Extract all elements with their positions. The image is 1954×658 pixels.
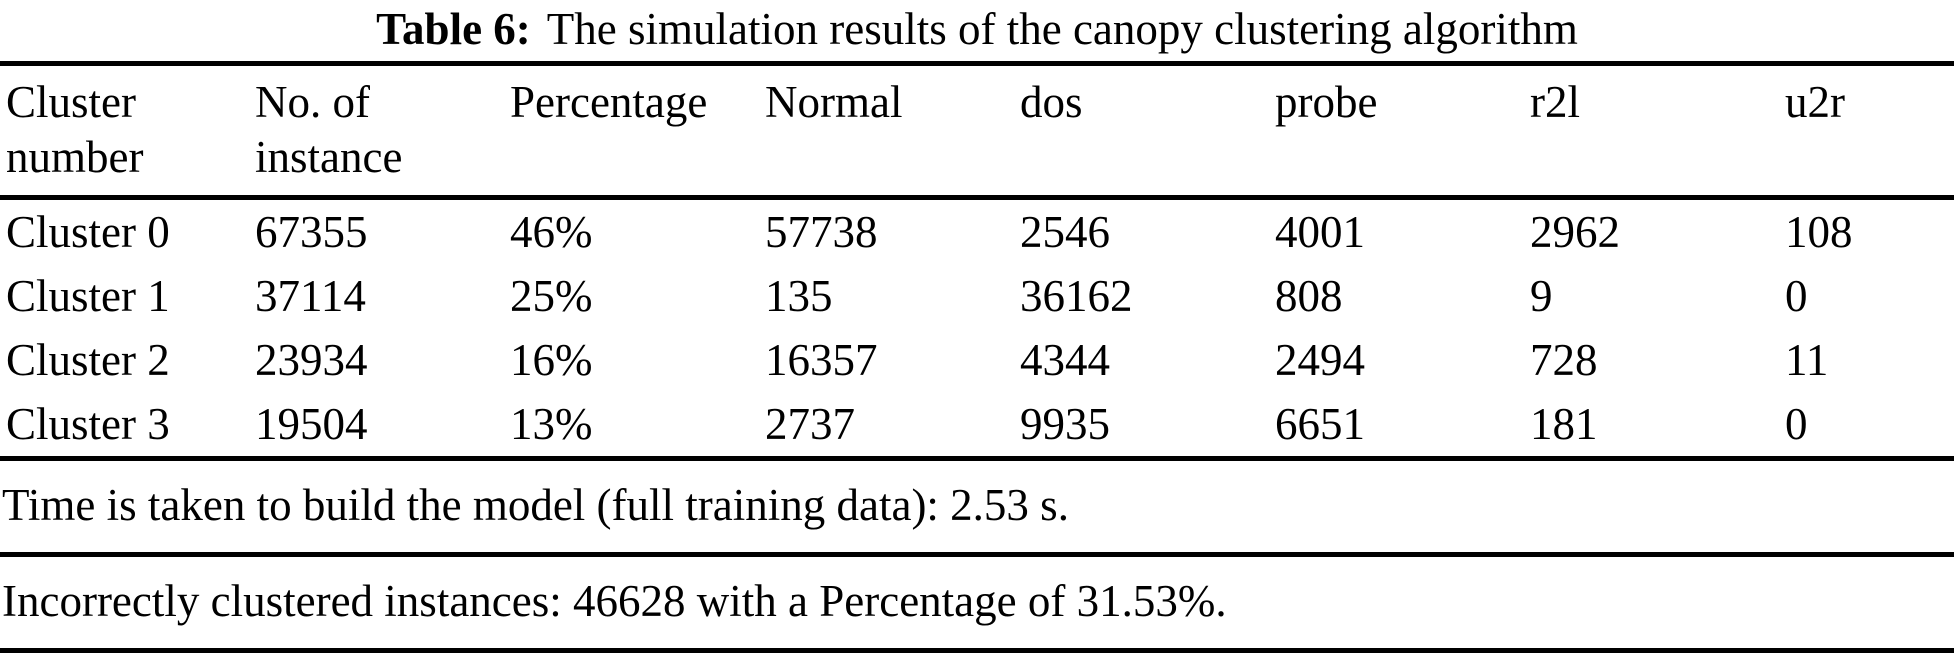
- column-header-probe: probe: [1275, 77, 1378, 127]
- note-build-time: Time is taken to build the model (full t…: [0, 461, 1954, 557]
- cell-probe: 808: [1275, 271, 1343, 321]
- cell-u2r: 0: [1785, 271, 1808, 321]
- table-row-cluster-0: Cluster 0 67355 46% 57738 2546 4001 2962…: [0, 198, 1954, 265]
- column-header-u2r: u2r: [1785, 77, 1845, 127]
- cell-instances: 37114: [255, 271, 366, 321]
- cell-probe: 2494: [1275, 335, 1365, 385]
- cell-percentage: 13%: [510, 399, 593, 449]
- cell-normal: 135: [765, 271, 833, 321]
- cell-normal: 2737: [765, 399, 855, 449]
- cell-dos: 9935: [1020, 399, 1110, 449]
- cell-probe: 6651: [1275, 399, 1365, 449]
- cell-r2l: 2962: [1530, 207, 1620, 257]
- cell-percentage: 46%: [510, 207, 593, 257]
- cell-u2r: 11: [1785, 335, 1829, 385]
- column-header-r2l: r2l: [1530, 77, 1580, 127]
- table-row-cluster-3: Cluster 3 19504 13% 2737 9935 6651 181 0: [0, 392, 1954, 459]
- cell-dos: 36162: [1020, 271, 1133, 321]
- cell-cluster-name: Cluster 2: [6, 335, 170, 385]
- cell-instances: 67355: [255, 207, 368, 257]
- cell-instances: 23934: [255, 335, 368, 385]
- cell-normal: 16357: [765, 335, 878, 385]
- column-header-percentage: Percentage: [510, 77, 708, 127]
- cell-u2r: 108: [1785, 207, 1853, 257]
- table-row-cluster-2: Cluster 2 23934 16% 16357 4344 2494 728 …: [0, 328, 1954, 392]
- table-caption-text: The simulation results of the canopy clu…: [546, 4, 1578, 54]
- column-header-no-of-instance: No. of instance: [255, 77, 403, 182]
- cell-r2l: 728: [1530, 335, 1598, 385]
- cell-normal: 57738: [765, 207, 878, 257]
- cell-probe: 4001: [1275, 207, 1365, 257]
- cell-dos: 2546: [1020, 207, 1110, 257]
- cell-dos: 4344: [1020, 335, 1110, 385]
- cell-percentage: 25%: [510, 271, 593, 321]
- cell-cluster-name: Cluster 1: [6, 271, 170, 321]
- column-header-normal: Normal: [765, 77, 903, 127]
- note-incorrectly-clustered: Incorrectly clustered instances: 46628 w…: [0, 557, 1954, 653]
- cell-cluster-name: Cluster 3: [6, 399, 170, 449]
- table-row-cluster-1: Cluster 1 37114 25% 135 36162 808 9 0: [0, 264, 1954, 328]
- table-caption: Table 6: The simulation results of the ca…: [0, 0, 1954, 61]
- cell-r2l: 181: [1530, 399, 1598, 449]
- table-caption-label: Table 6:: [376, 4, 531, 54]
- cell-instances: 19504: [255, 399, 368, 449]
- results-table: Cluster number No. of instance Percentag…: [0, 61, 1954, 461]
- column-header-dos: dos: [1020, 77, 1083, 127]
- cell-percentage: 16%: [510, 335, 593, 385]
- column-header-cluster-number: Cluster number: [6, 77, 144, 182]
- table-header-row: Cluster number No. of instance Percentag…: [0, 64, 1954, 198]
- cell-cluster-name: Cluster 0: [6, 207, 170, 257]
- cell-r2l: 9: [1530, 271, 1553, 321]
- cell-u2r: 0: [1785, 399, 1808, 449]
